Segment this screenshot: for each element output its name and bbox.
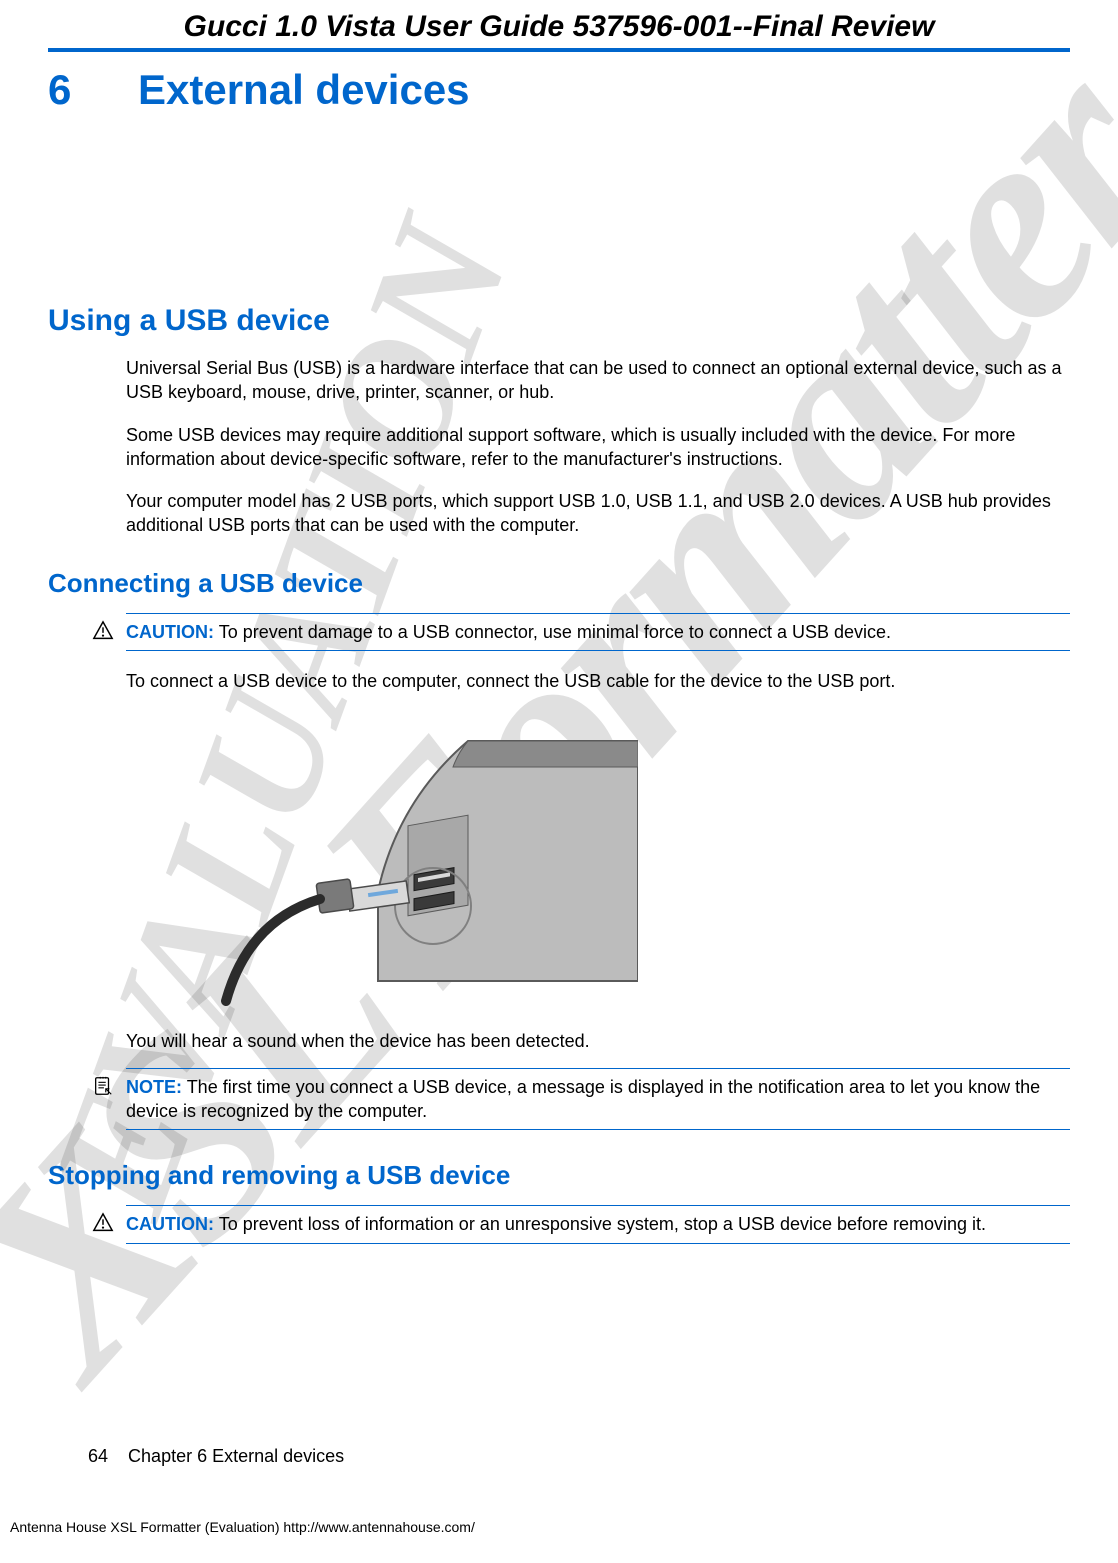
caution-icon xyxy=(92,1212,116,1236)
usb-figure xyxy=(208,711,1070,1011)
document-header: Gucci 1.0 Vista User Guide 537596-001--F… xyxy=(48,0,1070,52)
page-content: Gucci 1.0 Vista User Guide 537596-001--F… xyxy=(0,0,1118,1244)
paragraph: Some USB devices may require additional … xyxy=(126,423,1070,472)
formatter-credit: Antenna House XSL Formatter (Evaluation)… xyxy=(10,1519,475,1535)
note-text: The first time you connect a USB device,… xyxy=(126,1077,1040,1121)
caution-label: CAUTION: xyxy=(126,622,214,642)
paragraph: Universal Serial Bus (USB) is a hardware… xyxy=(126,356,1070,405)
section-heading-stopping-usb: Stopping and removing a USB device xyxy=(48,1160,1070,1191)
caution-icon xyxy=(92,620,116,644)
caution-label: CAUTION: xyxy=(126,1214,214,1234)
chapter-heading: 6 External devices xyxy=(48,66,1070,114)
section-heading-connecting-usb: Connecting a USB device xyxy=(48,568,1070,599)
caution-text: To prevent damage to a USB connector, us… xyxy=(219,622,891,642)
caution-box: CAUTION: To prevent loss of information … xyxy=(126,1205,1070,1243)
caution-text: To prevent loss of information or an unr… xyxy=(219,1214,986,1234)
chapter-reference: Chapter 6 External devices xyxy=(128,1446,344,1466)
note-icon xyxy=(92,1075,116,1099)
paragraph: You will hear a sound when the device ha… xyxy=(126,1029,1070,1053)
section-heading-using-usb: Using a USB device xyxy=(48,304,1070,338)
page-number: 64 xyxy=(88,1446,108,1466)
note-label: NOTE: xyxy=(126,1077,182,1097)
paragraph: To connect a USB device to the computer,… xyxy=(126,669,1070,693)
page-footer: 64 Chapter 6 External devices xyxy=(88,1446,344,1467)
caution-box: CAUTION: To prevent damage to a USB conn… xyxy=(126,613,1070,651)
paragraph: Your computer model has 2 USB ports, whi… xyxy=(126,489,1070,538)
chapter-title: External devices xyxy=(138,66,470,114)
chapter-number: 6 xyxy=(48,66,98,114)
note-box: NOTE: The first time you connect a USB d… xyxy=(126,1068,1070,1131)
